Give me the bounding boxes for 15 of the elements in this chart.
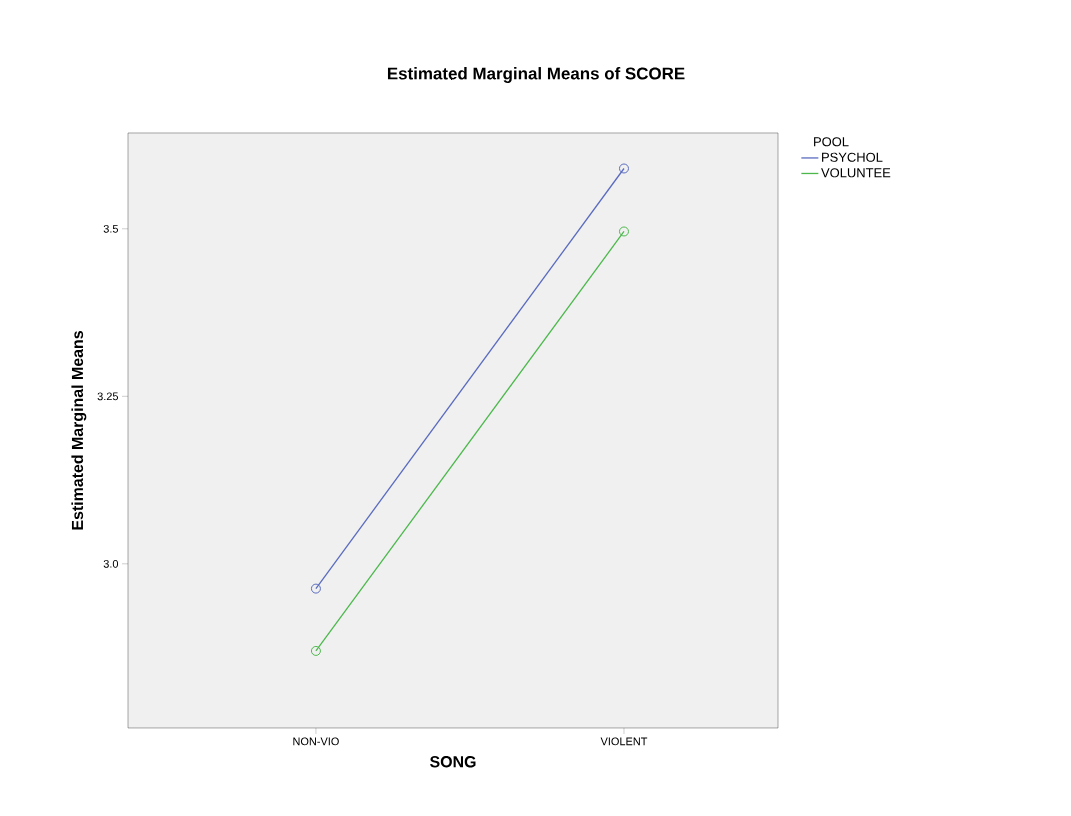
point bbox=[310, 645, 321, 656]
legend-title: POOL bbox=[814, 137, 849, 147]
chart-title: Estimated Marginal Means of SCORE bbox=[387, 67, 685, 83]
y-axis-title: Estimated Marginal Means bbox=[71, 331, 87, 530]
y-tick-label: 3.5 bbox=[103, 224, 119, 233]
y-tick-label: 3.25 bbox=[97, 392, 119, 401]
legend-label: VOLUNTEE bbox=[821, 168, 891, 178]
legend-label: PSYCHOL bbox=[822, 152, 883, 162]
point bbox=[618, 163, 629, 174]
x-axis-title: SONG bbox=[429, 756, 476, 768]
point bbox=[310, 583, 321, 594]
y-tick-label: 3.0 bbox=[103, 559, 119, 568]
point bbox=[618, 226, 629, 237]
x-tick-label: VIOLENT bbox=[600, 737, 648, 746]
x-tick-label: NON-VIO bbox=[293, 737, 339, 746]
